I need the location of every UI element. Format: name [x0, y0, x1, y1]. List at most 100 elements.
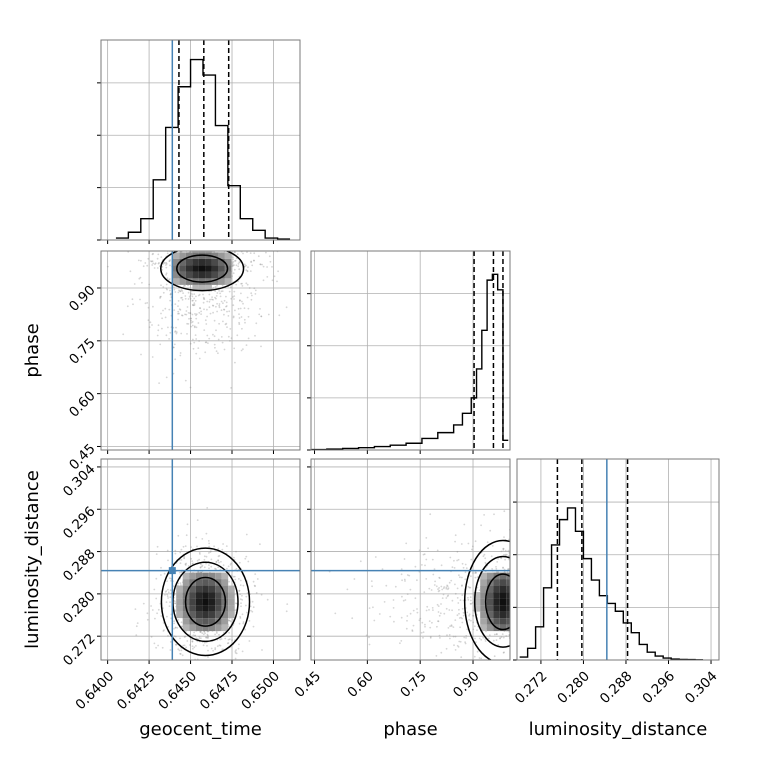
scatter-point — [532, 654, 534, 656]
density-cell — [480, 605, 487, 612]
scatter-point — [200, 637, 202, 639]
scatter-point — [497, 557, 499, 560]
scatter-point — [204, 351, 207, 354]
scatter-point — [175, 332, 178, 335]
scatter-point — [522, 629, 524, 631]
scatter-point — [169, 259, 172, 261]
joint-geocent_time-luminosity_distance — [97, 458, 301, 664]
scatter-point — [470, 603, 472, 605]
scatter-point — [192, 248, 194, 250]
density-cells — [473, 572, 533, 632]
scatter-point — [174, 552, 177, 555]
scatter-point — [416, 608, 418, 610]
scatter-point — [212, 333, 214, 336]
scatter-point — [232, 575, 235, 578]
density-cell — [198, 271, 206, 279]
density-cell — [176, 611, 183, 619]
scatter-point — [202, 644, 205, 647]
scatter-point — [251, 264, 254, 267]
scatter-point — [165, 261, 168, 264]
density-cell — [480, 585, 487, 593]
scatter-point — [194, 334, 197, 336]
density-cell — [526, 605, 533, 612]
scatter-point — [537, 603, 539, 605]
density-cell — [192, 284, 199, 292]
scatter-point — [203, 555, 206, 558]
density-cell — [221, 572, 229, 580]
scatter-point — [239, 299, 241, 302]
density-cell — [493, 592, 500, 599]
density-cell — [205, 258, 212, 266]
scatter-point — [183, 555, 186, 558]
scatter-point — [216, 310, 219, 313]
scatter-point — [437, 611, 440, 613]
scatter-point — [525, 552, 527, 554]
scatter-point — [437, 620, 440, 623]
scatter-point — [482, 636, 485, 639]
scatter-point — [370, 580, 373, 582]
scatter-point — [226, 642, 229, 645]
scatter-point — [381, 568, 384, 570]
scatter-point — [174, 600, 176, 603]
density-cell — [208, 618, 216, 625]
scatter-point — [220, 290, 223, 293]
scatter-point — [526, 632, 528, 634]
scatter-point — [164, 594, 166, 596]
scatter-point — [179, 290, 181, 293]
scatter-point — [515, 572, 517, 574]
scatter-point — [260, 315, 263, 318]
scatter-point — [174, 291, 177, 293]
scatter-point — [515, 651, 517, 653]
scatter-point — [534, 582, 536, 584]
scatter-point — [525, 540, 527, 542]
scatter-point — [195, 326, 198, 329]
scatter-point — [212, 238, 214, 240]
scatter-point — [216, 302, 219, 305]
scatter-point — [222, 564, 225, 567]
tick-label-y-phase: 0.75 — [66, 335, 99, 368]
scatter-point — [136, 249, 138, 251]
density-cell — [215, 611, 222, 619]
scatter-point — [405, 627, 408, 630]
scatter-point — [174, 303, 177, 305]
scatter-point — [285, 610, 288, 613]
scatter-point — [506, 571, 509, 573]
density-cell — [182, 585, 190, 593]
scatter-point — [511, 545, 513, 547]
scatter-point — [192, 304, 195, 307]
scatter-point — [142, 602, 145, 605]
scatter-point — [253, 259, 255, 262]
scatter-point — [400, 573, 403, 576]
scatter-point — [240, 602, 242, 605]
scatter-point — [140, 259, 142, 262]
scatter-point — [456, 597, 459, 599]
scatter-point — [440, 676, 442, 678]
density-cell — [215, 624, 222, 632]
density-cell — [473, 592, 481, 599]
scatter-point — [429, 636, 432, 638]
scatter-point — [193, 297, 196, 300]
scatter-point — [167, 221, 169, 223]
scatter-point — [233, 575, 236, 578]
scatter-point — [440, 651, 443, 654]
scatter-point — [534, 589, 536, 591]
scatter-point — [208, 246, 210, 248]
scatter-point — [199, 553, 201, 555]
scatter-point — [229, 563, 232, 566]
scatter-point — [271, 266, 273, 268]
scatter-point — [181, 625, 183, 628]
scatter-point — [149, 321, 152, 324]
density-cell — [172, 252, 180, 259]
scatter-point — [256, 237, 258, 239]
scatter-point — [529, 614, 531, 616]
scatter-point — [423, 591, 426, 593]
density-cell — [486, 605, 494, 612]
scatter-point — [512, 579, 514, 581]
scatter-point — [217, 555, 220, 558]
scatter-point — [211, 298, 213, 301]
scatter-point — [512, 572, 514, 574]
density-cells — [172, 251, 232, 292]
scatter-point — [169, 278, 171, 280]
scatter-point — [531, 628, 533, 630]
scatter-point — [206, 315, 209, 318]
